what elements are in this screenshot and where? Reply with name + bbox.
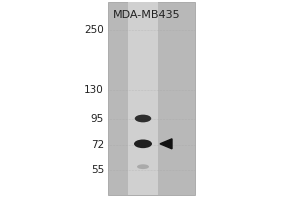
Ellipse shape [134, 139, 152, 148]
Text: 95: 95 [91, 114, 104, 124]
Text: 72: 72 [91, 140, 104, 150]
Text: 250: 250 [84, 25, 104, 35]
Text: 130: 130 [84, 85, 104, 95]
Text: 55: 55 [91, 165, 104, 175]
Polygon shape [160, 139, 172, 149]
Ellipse shape [137, 164, 149, 169]
Ellipse shape [135, 115, 151, 122]
Bar [128, 2, 158, 195]
Text: MDA-MB435: MDA-MB435 [113, 10, 180, 20]
Bar [108, 2, 195, 195]
